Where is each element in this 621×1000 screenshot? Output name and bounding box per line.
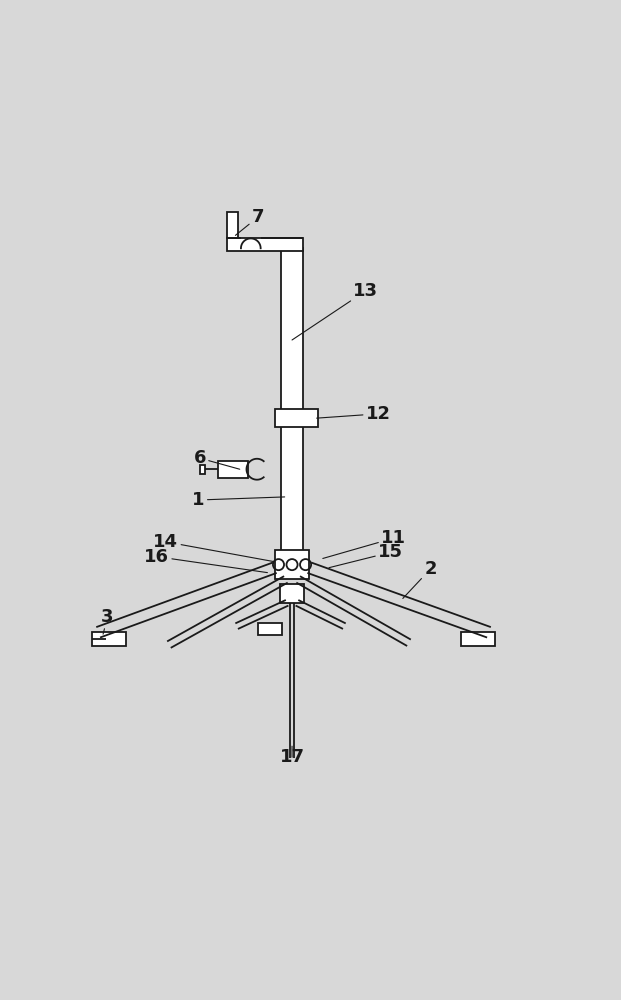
- Text: 17: 17: [279, 746, 304, 766]
- Text: 15: 15: [329, 543, 403, 568]
- Bar: [227, 212, 238, 238]
- Bar: [258, 623, 281, 635]
- Bar: [227, 238, 303, 251]
- Bar: [218, 461, 248, 478]
- Bar: [461, 632, 495, 646]
- Text: 3: 3: [101, 608, 114, 634]
- Text: 6: 6: [194, 449, 240, 469]
- Text: 13: 13: [292, 282, 378, 340]
- Bar: [279, 584, 304, 603]
- Text: 14: 14: [153, 533, 274, 562]
- Text: 12: 12: [317, 405, 391, 423]
- Text: 11: 11: [323, 529, 406, 558]
- Bar: [275, 409, 318, 427]
- Bar: [92, 632, 126, 646]
- Text: 1: 1: [193, 491, 284, 509]
- Text: 2: 2: [403, 560, 437, 598]
- Bar: [200, 465, 205, 474]
- Bar: [281, 248, 303, 552]
- Text: 16: 16: [144, 548, 268, 573]
- Text: 7: 7: [235, 208, 265, 235]
- Bar: [275, 550, 309, 579]
